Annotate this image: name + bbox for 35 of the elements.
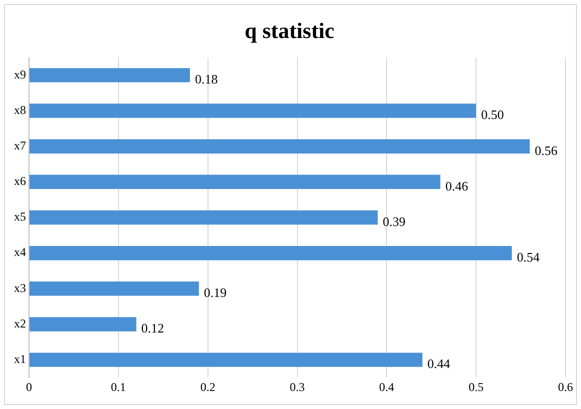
x-tick-label: 0.3: [290, 380, 305, 394]
bar: [30, 352, 422, 367]
x-tick-label: 0.5: [468, 380, 484, 394]
bar: [30, 317, 136, 332]
bar: [30, 282, 199, 296]
y-tick-label: x9: [14, 67, 26, 82]
data-label: 0.56: [534, 142, 558, 158]
y-tick-label: x4: [14, 245, 26, 260]
bar: [30, 104, 476, 118]
y-tick-label: x5: [14, 210, 26, 224]
x-tick-label: 0.6: [558, 380, 573, 394]
bar: [30, 210, 378, 225]
chart-title: q statistic: [244, 18, 335, 43]
data-label: 0.54: [516, 250, 540, 264]
x-tick-label: 0: [26, 380, 32, 394]
x-tick-label: 0.2: [200, 380, 216, 394]
x-tick-label: 0.1: [110, 380, 126, 394]
x-tick-label: 0.4: [379, 380, 394, 394]
data-label: 0.19: [204, 285, 227, 300]
y-tick-label: x2: [14, 316, 26, 330]
data-label: 0.46: [445, 178, 469, 194]
data-label: 0.12: [141, 320, 164, 336]
data-label: 0.44: [427, 356, 451, 372]
bar: [30, 246, 512, 260]
bar: [30, 139, 530, 154]
data-label: 0.39: [382, 214, 406, 229]
y-tick-label: x7: [14, 138, 26, 152]
bar: [30, 68, 190, 82]
y-tick-label: x1: [14, 352, 26, 366]
y-tick-label: x8: [14, 102, 26, 117]
y-tick-label: x6: [14, 174, 26, 188]
data-label: 0.50: [481, 107, 504, 122]
bar: [30, 174, 440, 190]
y-tick-label: x3: [14, 280, 26, 295]
data-label: 0.18: [194, 72, 218, 87]
